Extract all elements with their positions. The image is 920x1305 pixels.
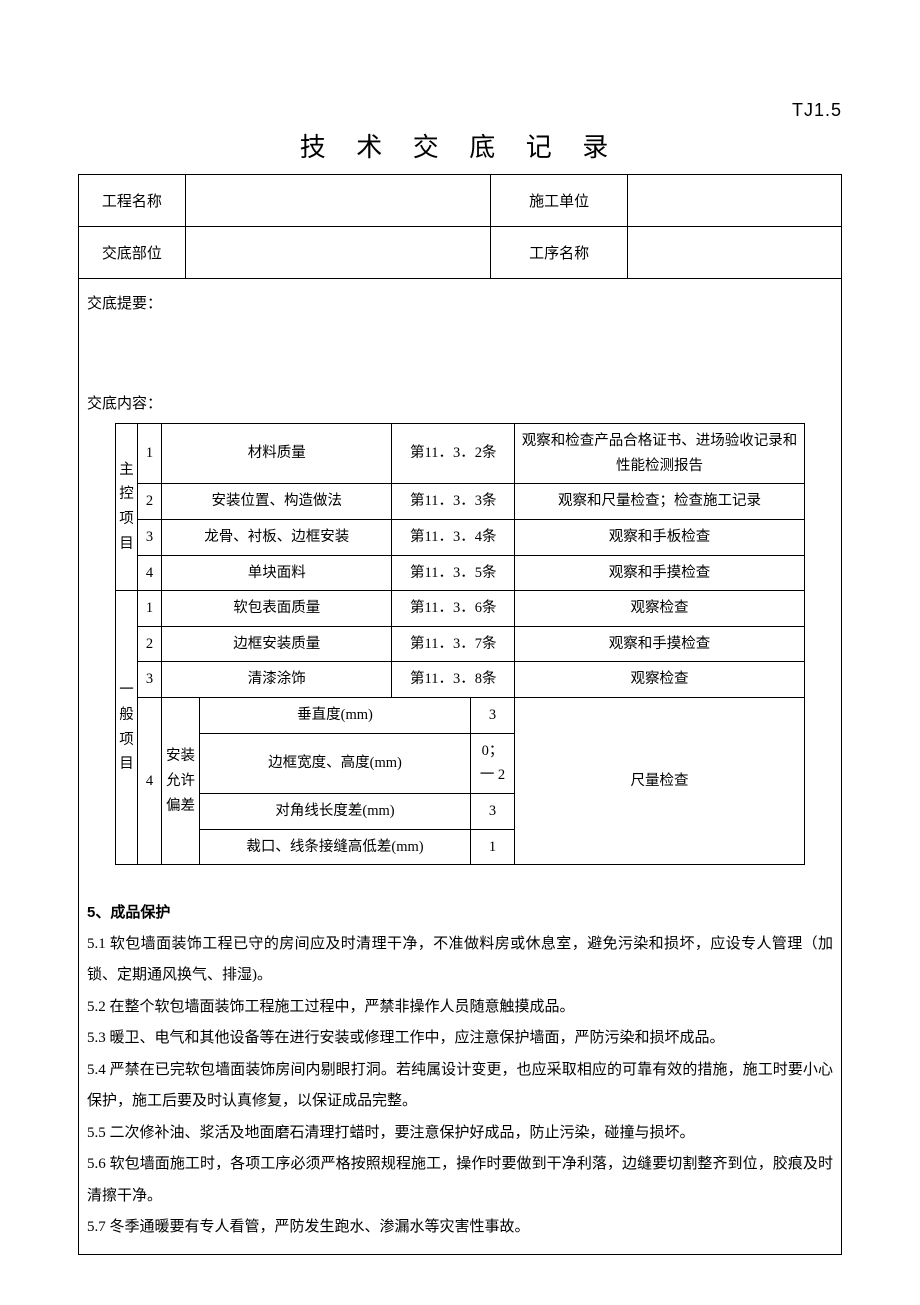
row-item: 边框安装质量: [162, 626, 392, 662]
row-method: 观察和手摸检查: [515, 626, 805, 662]
protection-item: 5.2 在整个软包墙面装饰工程施工过程中，严禁非操作人员随意触摸成品。: [87, 992, 833, 1024]
doc-code: TJ1.5: [78, 100, 842, 121]
row-method: 观察检查: [515, 591, 805, 627]
row-clause: 第11．3．3条: [392, 484, 515, 520]
sub-name: 对角线长度差(mm): [200, 794, 471, 830]
sub-name: 裁口、线条接缝高低差(mm): [200, 829, 471, 865]
project-name-value: [185, 175, 490, 227]
disclosure-part-label: 交底部位: [79, 227, 186, 279]
row-clause: 第11．3．8条: [392, 662, 515, 698]
row-num: 4: [138, 698, 162, 865]
row-method: 观察和检查产品合格证书、进场验收记录和性能检测报告: [515, 424, 805, 484]
row-clause: 第11．3．7条: [392, 626, 515, 662]
table-row: 4 安装允许偏差 垂直度(mm) 3 尺量检查: [116, 698, 805, 734]
row-num: 3: [138, 519, 162, 555]
table-row: 3 清漆涂饰 第11．3．8条 观察检查: [116, 662, 805, 698]
sub-val: 3: [471, 698, 515, 734]
row-num: 2: [138, 484, 162, 520]
protection-title: 5、成品保护: [87, 897, 833, 929]
doc-title: 技 术 交 底 记 录: [78, 127, 842, 164]
table-row: 3 龙骨、衬板、边框安装 第11．3．4条 观察和手板检查: [116, 519, 805, 555]
table-row: 2 安装位置、构造做法 第11．3．3条 观察和尺量检查；检查施工记录: [116, 484, 805, 520]
construction-unit-label: 施工单位: [491, 175, 628, 227]
protection-section: 5、成品保护 5.1 软包墙面装饰工程已守的房间应及时清理干净，不准做料房或休息…: [87, 897, 833, 1244]
row-num: 3: [138, 662, 162, 698]
sub-val: 0；一 2: [471, 733, 515, 793]
table-row: 2 边框安装质量 第11．3．7条 观察和手摸检查: [116, 626, 805, 662]
row-item: 清漆涂饰: [162, 662, 392, 698]
disclosure-part-value: [185, 227, 490, 279]
row-clause: 第11．3．6条: [392, 591, 515, 627]
table-row: 一般项目 1 软包表面质量 第11．3．6条 观察检查: [116, 591, 805, 627]
group-general: 一般项目: [116, 591, 138, 865]
construction-unit-value: [628, 175, 842, 227]
sub-name: 边框宽度、高度(mm): [200, 733, 471, 793]
sub-val: 3: [471, 794, 515, 830]
row-num: 1: [138, 424, 162, 484]
summary-label: 交底提要：: [87, 289, 833, 319]
header-row-2: 交底部位 工序名称: [79, 227, 842, 279]
row-method: 观察和手板检查: [515, 519, 805, 555]
sub-name: 垂直度(mm): [200, 698, 471, 734]
project-name-label: 工程名称: [79, 175, 186, 227]
protection-item: 5.1 软包墙面装饰工程已守的房间应及时清理干净，不准做料房或休息室，避免污染和…: [87, 929, 833, 992]
row-clause: 第11．3．5条: [392, 555, 515, 591]
header-row-1: 工程名称 施工单位: [79, 175, 842, 227]
row-item: 软包表面质量: [162, 591, 392, 627]
table-row: 4 单块面料 第11．3．5条 观察和手摸检查: [116, 555, 805, 591]
table-row: 主控项目 1 材料质量 第11．3．2条 观察和检查产品合格证书、进场验收记录和…: [116, 424, 805, 484]
content-label: 交底内容：: [87, 389, 833, 419]
protection-item: 5.7 冬季通暖要有专人看管，严防发生跑水、渗漏水等灾害性事故。: [87, 1212, 833, 1244]
process-name-label: 工序名称: [491, 227, 628, 279]
body-section: 交底提要： 交底内容： 主控项目 1 材料质量 第11．3．2条 观察和检查产品…: [87, 289, 833, 1244]
row-num: 1: [138, 591, 162, 627]
row-method: 观察和尺量检查；检查施工记录: [515, 484, 805, 520]
row-item: 安装位置、构造做法: [162, 484, 392, 520]
sub-val: 1: [471, 829, 515, 865]
row-clause: 第11．3．4条: [392, 519, 515, 555]
protection-item: 5.3 暖卫、电气和其他设备等在进行安装或修理工作中，应注意保护墙面，严防污染和…: [87, 1023, 833, 1055]
protection-item: 5.4 严禁在已完软包墙面装饰房间内剔眼打洞。若纯属设计变更，也应采取相应的可靠…: [87, 1055, 833, 1118]
group-main: 主控项目: [116, 424, 138, 591]
row-item: 单块面料: [162, 555, 392, 591]
outer-table: 工程名称 施工单位 交底部位 工序名称 交底提要： 交底内容： 主控项目 1: [78, 174, 842, 1255]
row-method: 观察检查: [515, 662, 805, 698]
protection-item: 5.6 软包墙面施工时，各项工序必须严格按照规程施工，操作时要做到干净利落，边缝…: [87, 1149, 833, 1212]
row-clause: 第11．3．2条: [392, 424, 515, 484]
row-method: 尺量检查: [515, 698, 805, 865]
protection-item: 5.5 二次修补油、浆活及地面磨石清理打蜡时，要注意保护好成品，防止污染，碰撞与…: [87, 1118, 833, 1150]
row-method: 观察和手摸检查: [515, 555, 805, 591]
body-row: 交底提要： 交底内容： 主控项目 1 材料质量 第11．3．2条 观察和检查产品…: [79, 279, 842, 1255]
row-num: 2: [138, 626, 162, 662]
row-num: 4: [138, 555, 162, 591]
sublabel: 安装允许偏差: [162, 698, 200, 865]
inner-table: 主控项目 1 材料质量 第11．3．2条 观察和检查产品合格证书、进场验收记录和…: [115, 423, 805, 865]
row-item: 材料质量: [162, 424, 392, 484]
process-name-value: [628, 227, 842, 279]
row-item: 龙骨、衬板、边框安装: [162, 519, 392, 555]
